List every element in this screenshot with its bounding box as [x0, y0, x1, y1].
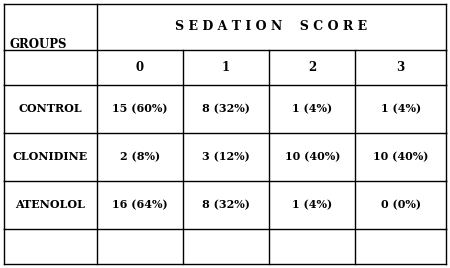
Text: 8 (32%): 8 (32%): [202, 199, 250, 210]
Text: 0 (0%): 0 (0%): [381, 199, 421, 210]
Text: 3: 3: [396, 61, 405, 73]
Text: 2 (8%): 2 (8%): [120, 151, 160, 162]
Text: 1 (4%): 1 (4%): [292, 103, 333, 114]
Text: 2: 2: [308, 61, 316, 73]
Text: 15 (60%): 15 (60%): [112, 103, 168, 114]
Text: 8 (32%): 8 (32%): [202, 103, 250, 114]
Text: ATENOLOL: ATENOLOL: [15, 199, 86, 210]
Text: 1 (4%): 1 (4%): [381, 103, 421, 114]
Text: 1: 1: [222, 61, 230, 73]
Text: GROUPS: GROUPS: [9, 38, 67, 51]
Text: S E D A T I O N    S C O R E: S E D A T I O N S C O R E: [176, 20, 368, 33]
Text: 0: 0: [136, 61, 144, 73]
Text: 10 (40%): 10 (40%): [284, 151, 340, 162]
Text: CLONIDINE: CLONIDINE: [13, 151, 88, 162]
Text: 16 (64%): 16 (64%): [112, 199, 168, 210]
Text: 1 (4%): 1 (4%): [292, 199, 333, 210]
Text: 10 (40%): 10 (40%): [373, 151, 428, 162]
Text: 3 (12%): 3 (12%): [202, 151, 250, 162]
Text: CONTROL: CONTROL: [18, 103, 82, 114]
